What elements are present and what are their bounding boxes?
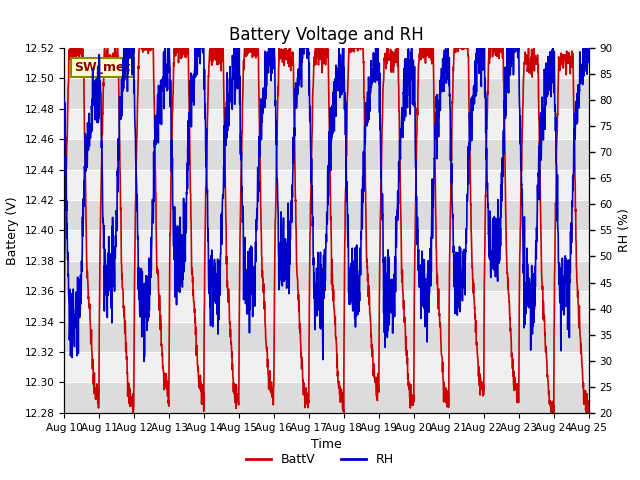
Bar: [64, 200, 589, 230]
Y-axis label: Battery (V): Battery (V): [6, 196, 19, 264]
X-axis label: Time: Time: [311, 438, 342, 451]
Bar: [64, 322, 589, 352]
Bar: [64, 261, 589, 291]
Text: SW_met: SW_met: [74, 61, 131, 74]
Title: Battery Voltage and RH: Battery Voltage and RH: [229, 25, 424, 44]
Bar: [64, 139, 589, 169]
Bar: [64, 78, 589, 109]
Bar: [64, 383, 589, 413]
Y-axis label: RH (%): RH (%): [618, 208, 631, 252]
Legend: BattV, RH: BattV, RH: [241, 448, 399, 471]
